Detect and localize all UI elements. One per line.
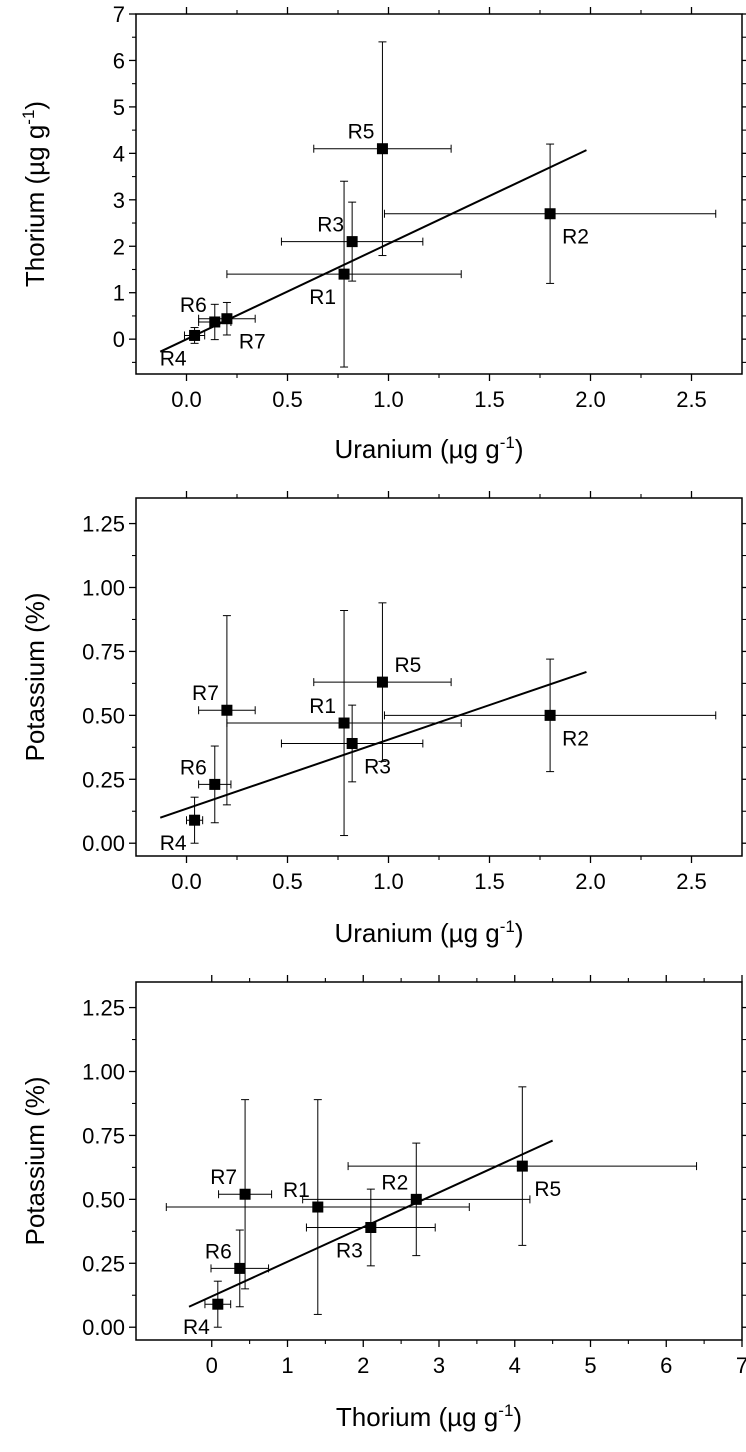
chart-panel-1: 0.0 0.5 1.0 1.5 2.0 2.5 0 1 2 3 4 5 6 7 Uranium (µg g-… (19, 2, 746, 464)
data-point (212, 1298, 224, 1310)
y-axis-label: Thorium (µg g-1) (19, 101, 50, 287)
data-label: R4 (160, 832, 187, 855)
y-tick-label: 1.25 (82, 512, 125, 537)
x-tick-label: 0.5 (272, 387, 303, 412)
x-tick-label: 1.0 (373, 869, 404, 894)
y-tick-label: 0.75 (82, 639, 125, 664)
x-tick-label: 0.0 (171, 387, 202, 412)
data-label: R2 (562, 727, 589, 750)
data-label: R7 (239, 331, 266, 354)
data-point (312, 1201, 324, 1213)
x-tick-label: 1.5 (474, 869, 505, 894)
y-tick-label: 0.75 (82, 1123, 125, 1148)
data-label: R7 (192, 682, 219, 705)
data-point (239, 1188, 251, 1200)
data-point (544, 709, 556, 721)
data-point (189, 329, 201, 341)
x-tick-label: 1 (281, 1353, 293, 1378)
y-tick-label: 2 (113, 234, 125, 259)
data-point (234, 1262, 246, 1274)
x-tick-label: 1.0 (373, 387, 404, 412)
y-tick-label: 1.00 (82, 576, 125, 601)
data-point (338, 717, 350, 729)
data-point (189, 814, 201, 826)
plot-frame (135, 981, 743, 1341)
x-tick-label: 0 (206, 1353, 218, 1378)
x-tick-label: 3 (433, 1353, 445, 1378)
data-point (221, 704, 233, 716)
chart-panel-2: 0.0 0.5 1.0 1.5 2.0 2.5 0.00 0.25 0.50 0.75 1.00 1.… (20, 491, 746, 948)
y-tick-label: 0 (113, 327, 125, 352)
data-label: R5 (394, 654, 421, 677)
data-point (516, 1160, 528, 1172)
y-tick-label: 5 (113, 95, 125, 120)
x-tick-label: 0.0 (171, 869, 202, 894)
y-tick-label: 0.50 (82, 1187, 125, 1212)
data-label: R3 (317, 214, 344, 237)
data-point (544, 208, 556, 220)
y-tick-label: 0.00 (82, 831, 125, 856)
x-tick-label: 2.0 (575, 869, 606, 894)
x-tick-label: 2.5 (676, 869, 707, 894)
data-point (410, 1193, 422, 1205)
y-tick-label: 7 (113, 2, 125, 27)
x-tick-label: 4 (509, 1353, 521, 1378)
data-label: R1 (283, 1179, 310, 1202)
x-tick-label: 2 (357, 1353, 369, 1378)
x-tick-label: 5 (584, 1353, 596, 1378)
data-label: R6 (180, 294, 207, 317)
data-label: R7 (210, 1166, 237, 1189)
y-tick-label: 0.25 (82, 1251, 125, 1276)
data-label: R2 (381, 1171, 408, 1194)
data-point (376, 676, 388, 688)
chart-panel-3: 0 1 2 3 4 5 6 7 0.00 0.25 0.50 0.75 1.00 1.25 Thorium … (20, 975, 746, 1432)
x-axis-label: Thorium (µg g-1) (336, 1401, 522, 1432)
data-label: R1 (309, 286, 336, 309)
x-tick-label: 2.5 (676, 387, 707, 412)
x-tick-label: 6 (660, 1353, 672, 1378)
data-point (221, 313, 233, 325)
data-label: R3 (336, 1239, 363, 1262)
y-tick-label: 6 (113, 48, 125, 73)
y-axis-label: Potassium (%) (20, 592, 50, 761)
data-point (209, 316, 221, 328)
data-label: R5 (534, 1178, 561, 1201)
y-axis-label: Potassium (%) (20, 1076, 50, 1245)
x-tick-label: 7 (736, 1353, 746, 1378)
data-point (346, 737, 358, 749)
y-tick-label: 0.50 (82, 703, 125, 728)
x-tick-label: 2.0 (575, 387, 606, 412)
x-tick-label: 1.5 (474, 387, 505, 412)
data-point (209, 778, 221, 790)
y-tick-label: 0.25 (82, 767, 125, 792)
x-tick-label: 0.5 (272, 869, 303, 894)
data-label: R3 (364, 755, 391, 778)
x-axis-label: Uranium (µg g-1) (334, 433, 523, 464)
data-label: R5 (348, 121, 375, 144)
data-label: R6 (205, 1240, 232, 1263)
data-point (338, 268, 350, 280)
y-tick-label: 4 (113, 141, 125, 166)
data-label: R2 (562, 226, 589, 249)
y-tick-label: 0.00 (82, 1315, 125, 1340)
data-label: R4 (183, 1316, 210, 1339)
fit-line (159, 670, 587, 819)
data-label: R1 (309, 695, 336, 718)
data-point (346, 236, 358, 248)
data-label: R4 (160, 347, 187, 370)
data-label: R6 (180, 756, 207, 779)
data-point (365, 1221, 377, 1233)
data-point (376, 143, 388, 155)
y-tick-label: 3 (113, 188, 125, 213)
y-tick-label: 1.25 (82, 996, 125, 1021)
x-axis-label: Uranium (µg g-1) (334, 917, 523, 948)
y-tick-label: 1 (113, 281, 125, 306)
y-tick-label: 1.00 (82, 1060, 125, 1085)
